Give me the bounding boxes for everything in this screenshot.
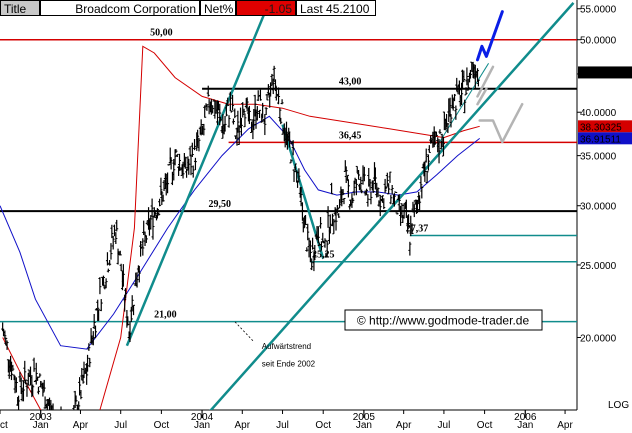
x-tick-label: Oct: [315, 420, 331, 431]
year-label: 2006: [514, 412, 537, 423]
scale-label: LOG: [608, 400, 629, 411]
y-tick-label: 40.0000: [580, 108, 617, 119]
last-price: Last 45.2100: [296, 0, 376, 16]
annotation-text: seit Ende 2002: [262, 359, 316, 368]
x-tick-label: Apr: [557, 420, 573, 431]
forecast-path: [476, 10, 504, 62]
trendline: [125, 14, 266, 347]
level-label: 43,00: [339, 77, 362, 88]
y-tick-label: 50.0000: [580, 36, 617, 47]
trendline: [209, 2, 575, 410]
change-value: -1.05: [236, 0, 296, 16]
x-tick-label: Apr: [235, 420, 251, 431]
value-label-bg: [578, 120, 632, 133]
x-tick-label: Jan: [33, 420, 49, 431]
y-axis: 20.000025.000030.000035.000040.000045.00…: [577, 5, 632, 411]
year-label: 2004: [191, 412, 214, 423]
trendline: [436, 63, 489, 147]
forecast-path: [476, 87, 488, 106]
title-tab[interactable]: Title: [0, 0, 40, 16]
value-label: 38.30325: [580, 122, 622, 133]
x-tick-label: Jul: [276, 420, 289, 431]
x-tick-label: Jul: [438, 420, 451, 431]
level-label: 27,37: [406, 224, 429, 235]
value-label-bg: [578, 66, 632, 79]
value-label: 36.91511: [580, 134, 621, 145]
y-tick-label: 55.0000: [580, 5, 617, 16]
price-bars: [1, 61, 480, 410]
y-tick-label: 25.0000: [580, 261, 617, 272]
level-label: 25,25: [312, 250, 335, 261]
x-tick-label: Oct: [154, 420, 170, 431]
annotation-pointer: [234, 321, 254, 342]
level-label: 29,50: [208, 199, 231, 210]
x-tick-label: Apr: [396, 420, 412, 431]
x-tick-label: Jan: [356, 420, 372, 431]
level-label: 50,00: [150, 28, 173, 39]
value-label: 45.2100: [580, 68, 617, 79]
annotation-text: Aufwärtstrend: [262, 342, 311, 351]
year-label: 2003: [30, 412, 53, 423]
level-labels: 50,00 43,00 36,45 29,50 27,37 25,25 21,00: [150, 28, 428, 321]
y-tick-label: 30.0000: [580, 202, 617, 213]
level-label: 36,45: [339, 130, 362, 141]
forecast-path: [476, 65, 495, 98]
company-name: Broadcom Corporation: [40, 0, 200, 16]
x-tick-label: Jan: [517, 420, 533, 431]
y-tick-label: 35.0000: [580, 152, 617, 163]
x-tick-label: Oct: [477, 420, 493, 431]
x-axis: Oct Jan Apr Jul Oct Jan Apr Jul Oct Jan Apr Jul Oct J…: [0, 410, 574, 431]
year-label: 2005: [353, 412, 376, 423]
annotations: Aufwärtstrend seit Ende 2002: [234, 321, 316, 368]
x-tick-label: Oct: [0, 420, 8, 431]
moving-average-line: [2, 45, 480, 410]
watermark-text: © http://www.godmode-trader.de: [357, 314, 530, 328]
forecast-path: [478, 102, 524, 144]
x-tick-label: Jan: [194, 420, 210, 431]
value-label-bg: [578, 132, 632, 145]
x-tick-label: Jul: [114, 420, 127, 431]
watermark-box: © http://www.godmode-trader.de: [344, 309, 543, 331]
y-tick-label: 20.0000: [580, 333, 617, 344]
x-tick-label: Apr: [73, 420, 89, 431]
level-label: 21,00: [154, 310, 177, 321]
forecast-paths: [476, 10, 524, 144]
metric-label: Net%: [200, 0, 236, 16]
